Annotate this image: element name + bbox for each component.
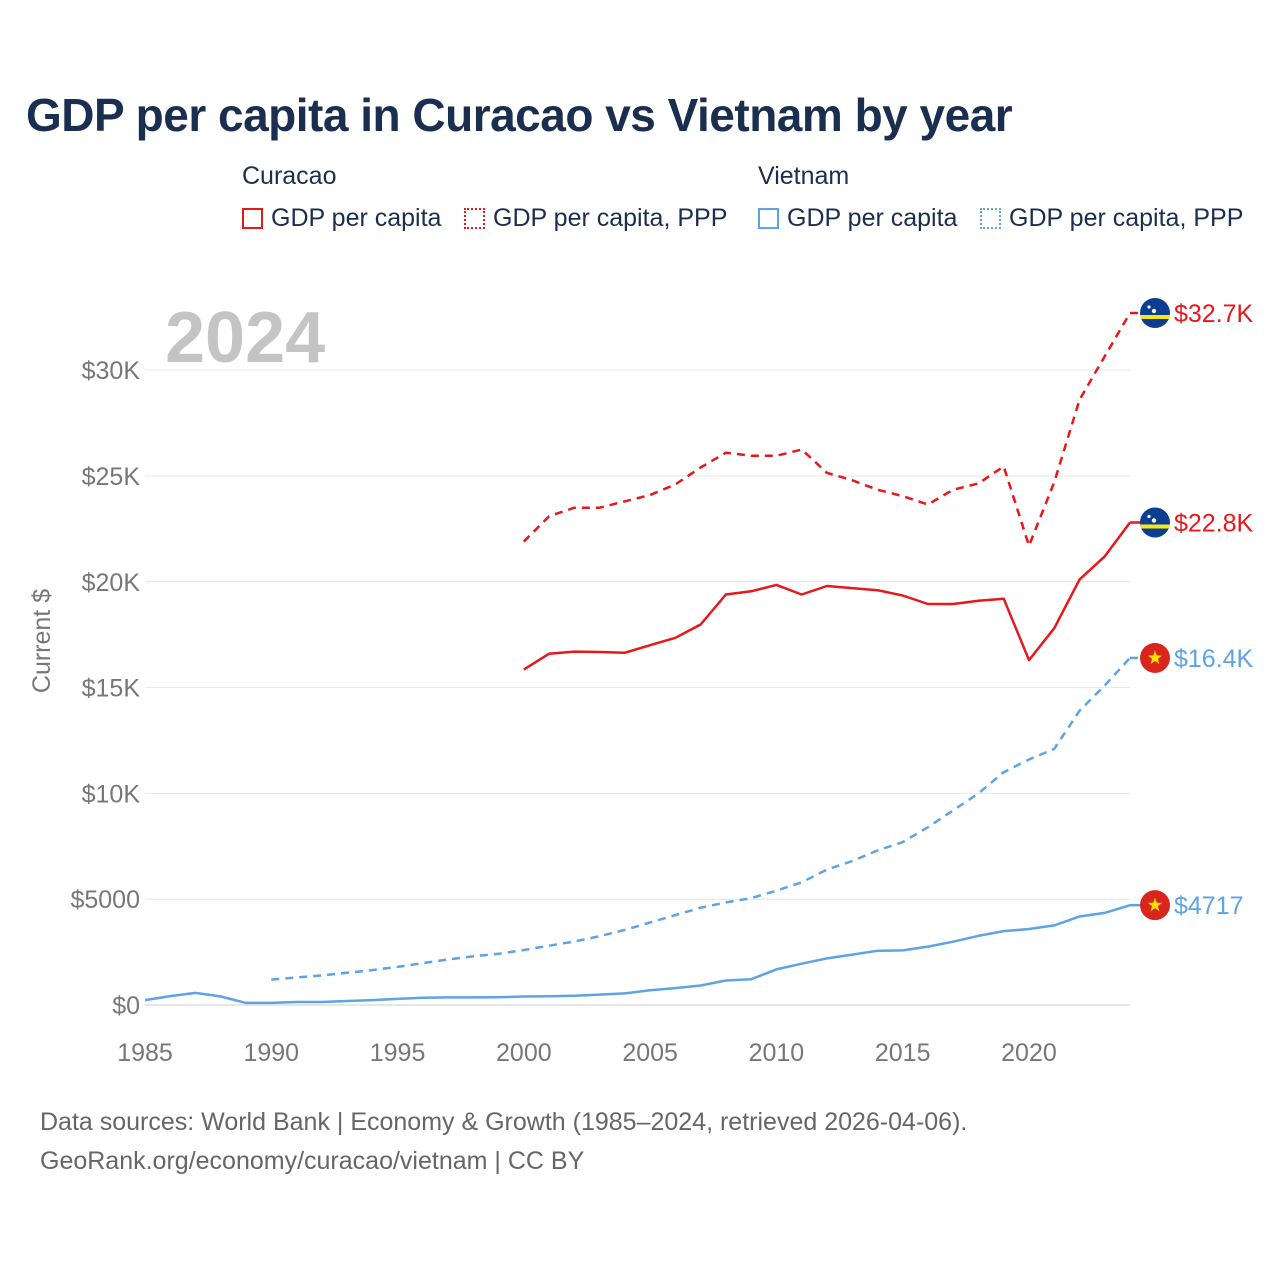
y-tick-label: $20K [82,569,141,597]
x-tick-label: 2020 [1001,1039,1057,1067]
x-tick-label: 1990 [243,1039,299,1067]
end-value-label: $32.7K [1174,300,1254,328]
legend-item-vietnam-gdp-ppp[interactable]: GDP per capita, PPP [980,204,1243,233]
grid-lines [145,369,1130,1006]
x-tick-label: 2015 [875,1039,931,1067]
x-tick-label: 2005 [622,1039,678,1067]
legend-item-curacao-gdp[interactable]: GDP per capita [242,204,441,233]
legend-item-label: GDP per capita [787,204,958,232]
y-tick-label: $0 [112,992,140,1020]
y-axis-ticks: $0 $5000 $10K $15K $20K $25K $30K [70,357,140,1020]
end-labels: $32.7K $22.8K $16.4K $4717 [1130,298,1254,921]
line-chart: 2024 Current $ $0 $5000 $10K $15K $20K $25K $3… [28,298,1254,1067]
curacao-flag-icon [1140,298,1170,328]
legend-group-curacao: Curacao [242,162,337,190]
footer-sources: Data sources: World Bank | Economy & Gro… [40,1108,968,1136]
end-value-label: $4717 [1174,892,1244,920]
series-lines [144,312,1132,1005]
curacao-flag-icon [1140,507,1170,538]
vietnam-flag-icon [1140,890,1170,921]
y-tick-label: $5000 [70,886,140,914]
legend-swatch-dotted-icon [464,208,485,229]
vietnam-flag-icon [1140,642,1170,673]
y-tick-label: $25K [82,463,141,491]
legend-item-label: GDP per capita [271,204,442,232]
year-overlay: 2024 [165,298,325,378]
x-tick-label: 2000 [496,1039,552,1067]
footer-attribution[interactable]: GeoRank.org/economy/curacao/vietnam | CC… [40,1147,585,1175]
legend-swatch-dotted-icon [980,208,1001,229]
y-tick-label: $15K [82,675,141,703]
legend-item-vietnam-gdp[interactable]: GDP per capita [758,204,957,233]
legend-item-label: GDP per capita, PPP [493,204,728,232]
series-line-curacao-gdp-per-capita-ppp[interactable] [522,312,1132,548]
chart-title: GDP per capita in Curacao vs Vietnam by … [26,89,1013,141]
end-value-label: $16.4K [1174,645,1254,673]
series-line-vietnam-gdp-per-capita-ppp[interactable] [271,657,1131,981]
legend-swatch-solid-icon [758,208,779,229]
x-tick-label: 1985 [117,1039,173,1067]
y-axis-label: Current $ [28,589,56,693]
legend-group-vietnam: Vietnam [758,162,850,190]
y-tick-label: $30K [82,357,141,385]
x-axis-ticks: 1985 1990 1995 2000 2005 2010 2015 2020 [117,1039,1057,1067]
x-tick-label: 2010 [749,1039,805,1067]
legend-item-curacao-gdp-ppp[interactable]: GDP per capita, PPP [464,204,727,233]
series-line-curacao-gdp-per-capita[interactable] [523,521,1132,671]
y-tick-label: $10K [82,780,141,808]
x-tick-label: 1995 [370,1039,426,1067]
legend-item-label: GDP per capita, PPP [1009,204,1244,232]
legend-swatch-solid-icon [242,208,263,229]
end-value-label: $22.8K [1174,510,1254,538]
series-line-vietnam-gdp-per-capita[interactable] [144,904,1131,1005]
